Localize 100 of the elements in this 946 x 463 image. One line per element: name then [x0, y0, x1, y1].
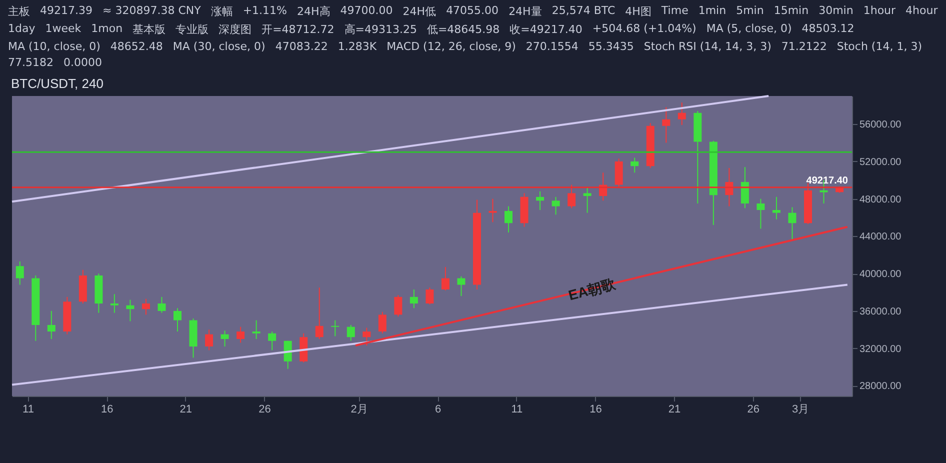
text: 1week: [45, 22, 82, 37]
chart-title: BTC/USDT, 240: [11, 76, 104, 91]
text: 开=48712.72: [262, 22, 334, 37]
text: Stoch RSI (14, 14, 3, 3): [644, 40, 772, 53]
candlestick: [788, 206, 796, 242]
text: 5min: [736, 4, 764, 19]
candlestick: [142, 298, 150, 316]
candlestick: [158, 296, 166, 314]
text: 1.283K: [338, 40, 377, 53]
text: Stoch (14, 1, 3): [836, 40, 922, 53]
x-tick-label: 21: [668, 404, 681, 416]
candlestick: [441, 266, 450, 291]
candlestick: [394, 294, 402, 318]
candlestick: [110, 294, 118, 314]
candlestick: [740, 166, 749, 209]
text: MA (30, close, 0): [172, 40, 266, 53]
text: +1.11%: [242, 4, 287, 19]
candlestick: [315, 287, 324, 340]
text: 71.2122: [781, 40, 827, 53]
text: ≈ 320897.38 CNY: [102, 4, 201, 19]
text: 基本版: [132, 22, 166, 37]
x-tick-label: 21: [180, 404, 192, 416]
candlestick: [346, 324, 355, 342]
text: 1mon: [91, 22, 123, 37]
text: 48652.48: [110, 40, 163, 53]
candlestick: [378, 311, 386, 334]
text: 1min: [698, 4, 726, 19]
x-tick-label: 16: [590, 404, 602, 416]
x-tick-label: 11: [22, 404, 34, 416]
text: 24H量: [508, 4, 542, 19]
text: 4H图: [625, 4, 652, 19]
y-tick-label: 48000.00: [860, 194, 902, 206]
text: MA (5, close, 0): [706, 22, 792, 37]
x-tick-label: 2月: [350, 404, 368, 416]
y-tick-label: 32000.00: [860, 344, 902, 355]
candlestick: [536, 190, 544, 211]
text: 49217.39: [40, 4, 92, 19]
annotation: EA朝歌: [566, 275, 618, 304]
text: 0.0000: [64, 56, 102, 69]
candlestick: [220, 330, 229, 347]
y-tick-label: 44000.00: [860, 232, 902, 243]
candlestick: [662, 106, 670, 144]
y-tick-label: 28000.00: [860, 381, 902, 392]
y-tick-label: 40000.00: [860, 269, 902, 280]
candlestick: [126, 299, 134, 322]
y-tick-label: 36000.00: [860, 306, 902, 318]
candlestick: [426, 287, 434, 305]
text: MACD (12, 26, close, 9): [386, 40, 516, 53]
x-tick-label: 26: [747, 404, 760, 416]
candlestick: [236, 326, 245, 344]
text: 主板: [8, 4, 30, 19]
candlestick: [268, 331, 276, 351]
text: 24H低: [402, 4, 436, 19]
candlestick: [331, 320, 340, 337]
text: 24H高: [297, 4, 330, 19]
candlestick: [205, 329, 214, 351]
candlestick: [630, 157, 639, 174]
text: 77.5182: [8, 56, 54, 69]
text: 47055.00: [446, 4, 499, 19]
candlestick: [583, 187, 592, 214]
candlestick: [47, 310, 56, 340]
ref-line-label: 49217.40: [806, 175, 848, 186]
x-tick-label: 11: [511, 404, 523, 416]
text: 47083.22: [275, 40, 328, 53]
x-tick-label: 6: [435, 404, 442, 416]
text: 专业版: [176, 22, 209, 37]
text: Time: [661, 4, 688, 19]
text: 高=49313.25: [344, 22, 417, 37]
text: 30min: [818, 4, 854, 19]
text: 25,574 BTC: [552, 4, 616, 19]
candlestick: [504, 206, 513, 233]
text: 1hour: [863, 4, 896, 19]
y-tick-label: 56000.00: [860, 120, 902, 131]
x-tick-label: 16: [100, 404, 114, 416]
candlestick: [174, 308, 182, 332]
candlestick: [252, 320, 260, 340]
text: 270.1554: [526, 40, 578, 53]
candlestick: [488, 198, 497, 223]
candlestick: [16, 260, 24, 286]
text: 低=48645.98: [426, 22, 500, 37]
x-tick-label: 26: [258, 404, 271, 416]
candlestick: [678, 102, 686, 126]
candlestick: [772, 196, 780, 220]
text: 55.3435: [588, 40, 634, 53]
text: 深度图: [218, 22, 252, 37]
candlestick: [410, 288, 418, 309]
candlestick: [756, 198, 765, 230]
text: 49700.00: [340, 4, 393, 19]
text: +504.68 (+1.04%): [592, 22, 696, 37]
text: 涨幅: [210, 4, 233, 19]
candlestick: [457, 276, 466, 296]
text: 15min: [774, 4, 809, 19]
text: 收=49217.40: [510, 22, 582, 37]
x-tick-label: 3月: [792, 404, 810, 416]
y-tick-label: 52000.00: [860, 156, 902, 168]
text: 1day: [8, 22, 36, 37]
text: 48503.12: [802, 22, 854, 37]
text: MA (10, close, 0): [8, 40, 100, 53]
text: 4hour: [906, 4, 938, 19]
candlestick: [552, 196, 560, 216]
